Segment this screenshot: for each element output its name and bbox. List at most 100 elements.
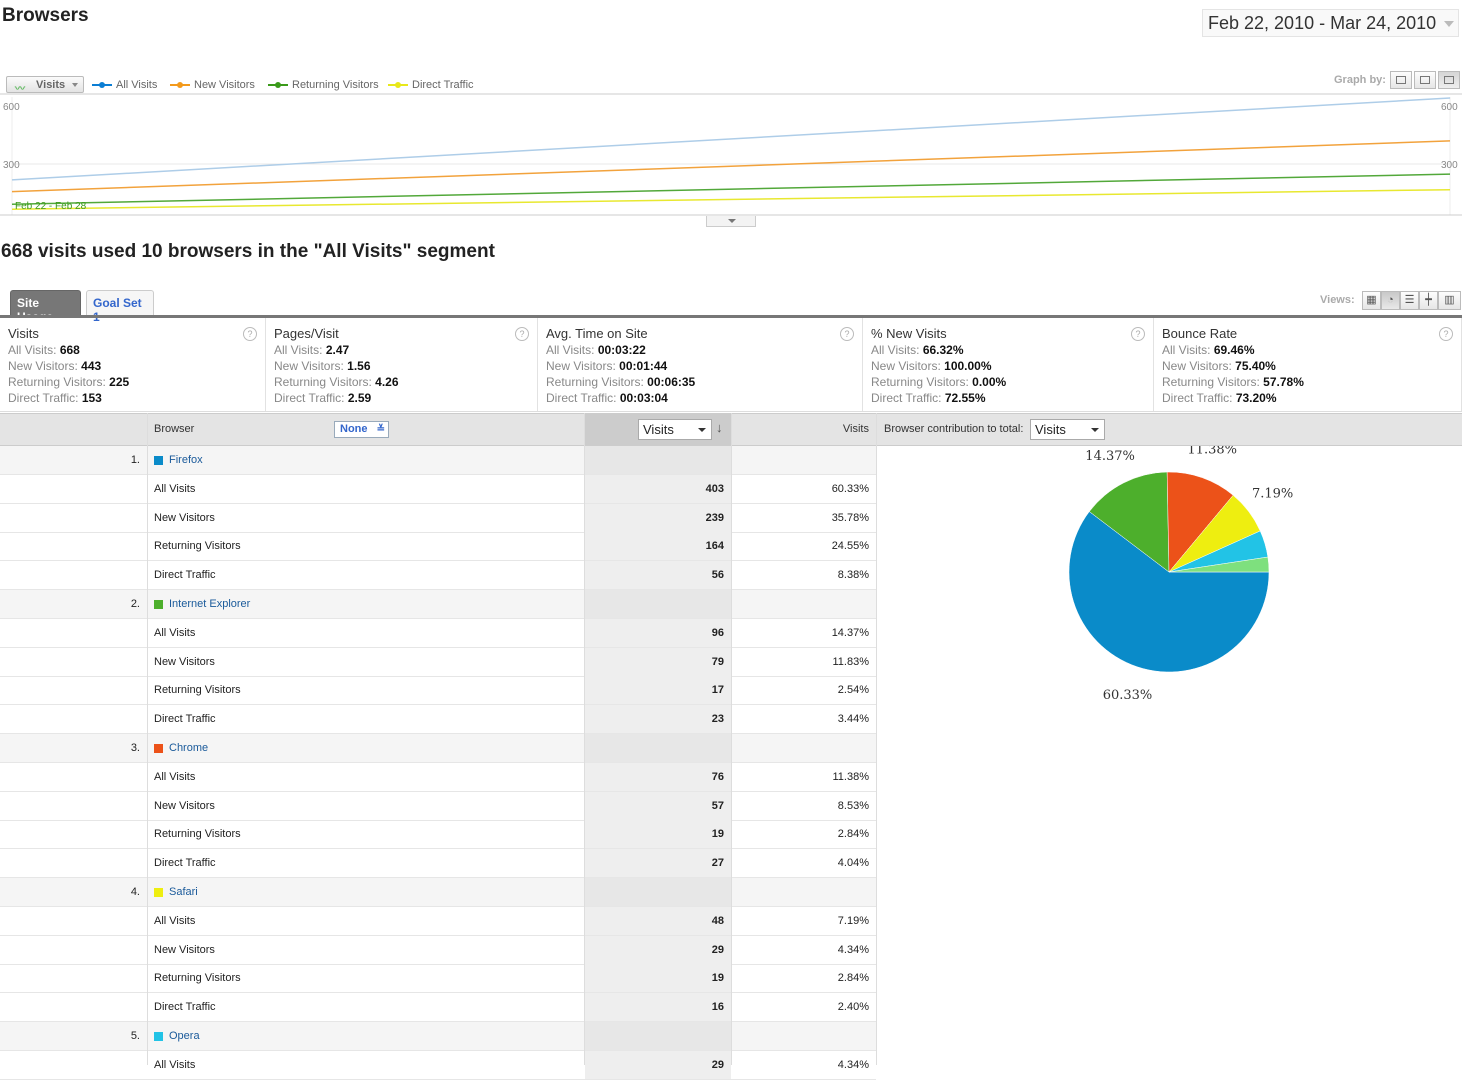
row-number: 5. [130,1030,140,1042]
legend-dot [177,82,183,88]
date-range-picker[interactable]: Feb 22, 2010 - Mar 24, 2010 [1202,9,1459,37]
sort-descending-icon[interactable]: ↓ [716,420,723,435]
contribution-metric-select[interactable]: Visits [1030,419,1105,440]
metric-title[interactable]: Avg. Time on Site [546,326,648,341]
view-table-button[interactable]: ▦ [1362,291,1381,310]
metric-column-select[interactable]: Visits [638,419,712,440]
visits-percent-column-header[interactable]: Visits [842,423,869,435]
series-line-direct-traffic [11,188,1451,210]
legend-line-dot-icon [388,80,408,90]
table-column-divider [731,413,732,1065]
legend-line-dot-icon [92,80,112,90]
view-performance-button[interactable]: ☰ [1400,291,1419,310]
metric-row-label: All Visits: [8,343,57,357]
graph-by-week-button[interactable] [1414,71,1436,89]
legend-item[interactable]: Direct Traffic [388,79,474,91]
metric-title[interactable]: % New Visits [871,326,947,341]
metric-row: All Visits: 00:03:22 [546,342,862,358]
graph-by-month-button[interactable] [1438,71,1460,89]
pie-slice-other[interactable] [1168,556,1270,573]
tab-goal-set-1[interactable]: Goal Set 1 [86,290,154,324]
segment-label: Returning Visitors [154,684,241,696]
legend-item[interactable]: New Visitors [170,79,255,91]
metric-row-label: All Visits: [871,343,920,357]
visits-line-chart[interactable]: 600 300 600 300 Feb 22 - Feb 28 [0,93,1462,217]
table-group-row: 1. Firefox [0,446,876,475]
week-icon [1420,76,1430,84]
visits-cell-bg [585,561,731,589]
browser-link[interactable]: Firefox [154,454,203,466]
segment-label: All Visits [154,915,196,927]
metric-row-value: 2.59 [347,391,372,405]
metric-row-label: Returning Visitors: [274,375,372,389]
browser-link[interactable]: Opera [154,1030,200,1042]
metric-row: Returning Visitors: 57.78% [1162,374,1461,390]
help-icon[interactable]: ? [840,327,854,341]
graph-metric-select[interactable]: 〰 Visits [6,76,84,95]
visits-value: 19 [711,828,724,840]
metric-row: Returning Visitors: 0.00% [871,374,1153,390]
view-comparison-button[interactable]: ┿ [1419,291,1438,310]
y-axis-top-label-left: 600 [3,102,20,113]
visits-value: 27 [711,857,724,869]
browser-contribution-pie-chart[interactable]: 60.33% 14.37% 11.38% 7.19% [877,446,1462,706]
browser-link[interactable]: Chrome [154,742,208,754]
metric-row-label: Returning Visitors: [1162,375,1260,389]
view-pie-button[interactable]: ◔ [1381,291,1400,310]
segment-label: New Visitors [154,944,215,956]
help-icon[interactable]: ? [515,327,529,341]
pie-slice-firefox[interactable] [1068,511,1270,673]
help-icon[interactable]: ? [1131,327,1145,341]
metric-row-label: New Visitors: [8,359,78,373]
visits-cell-bg [585,820,731,848]
metric-title[interactable]: Bounce Rate [1162,326,1238,341]
legend-item[interactable]: All Visits [92,79,157,91]
month-icon [1444,76,1454,84]
metric-row: New Visitors: 75.40% [1162,358,1461,374]
visits-cell-bg [585,763,731,791]
browser-column-header[interactable]: Browser [154,423,195,435]
table-column-divider [147,413,148,1065]
visits-percent: 4.34% [837,944,869,956]
visits-cell-bg [585,964,731,992]
contribution-metric-value: Visits [1035,422,1066,437]
metric-row-label: New Visitors: [871,359,941,373]
secondary-dimension-select[interactable]: None ≚ [334,421,389,438]
graph-collapse-handle[interactable] [706,216,756,227]
metric-title[interactable]: Pages/Visit [274,326,339,341]
graph-by-day-button[interactable] [1390,71,1412,89]
visits-value: 79 [711,656,724,668]
table-row: New Visitors 79 11.83% [0,648,876,677]
metric-row-value: 75.40% [1235,359,1276,373]
help-icon[interactable]: ? [243,327,257,341]
legend-label: Returning Visitors [292,79,379,91]
visits-cell-bg [585,504,731,532]
view-pivot-button[interactable]: ▥ [1438,291,1461,310]
pie-slice-internet-explorer[interactable] [1088,471,1170,573]
visits-percent: 3.44% [837,713,869,725]
legend-label: New Visitors [194,79,255,91]
chevron-down-icon [1444,21,1454,27]
browser-link[interactable]: Internet Explorer [154,598,250,610]
graph-by-label: Graph by: [1334,74,1386,86]
metric-title[interactable]: Visits [8,326,39,341]
pivot-icon: ▥ [1444,294,1455,306]
pie-label: 11.38% [1187,446,1237,457]
metric-row: Returning Visitors: 4.26 [274,374,537,390]
visits-value: 57 [711,800,724,812]
browser-link[interactable]: Safari [154,886,198,898]
browser-name: Firefox [169,454,203,466]
browser-name: Safari [169,886,198,898]
segment-label: All Visits [154,483,196,495]
table-row: All Visits 48 7.19% [0,907,876,936]
tab-site-usage[interactable]: Site Usage [10,290,81,324]
metric-row-value: 225 [109,375,130,389]
metric-row: New Visitors: 00:01:44 [546,358,862,374]
legend-item[interactable]: Returning Visitors [268,79,379,91]
help-icon[interactable]: ? [1439,327,1453,341]
pie-slice-chrome[interactable] [1166,471,1234,573]
metric-row-value: 4.26 [375,375,399,389]
visits-percent: 4.34% [837,1059,869,1071]
pie-label: 7.19% [1252,487,1293,502]
visits-percent: 2.54% [837,684,869,696]
